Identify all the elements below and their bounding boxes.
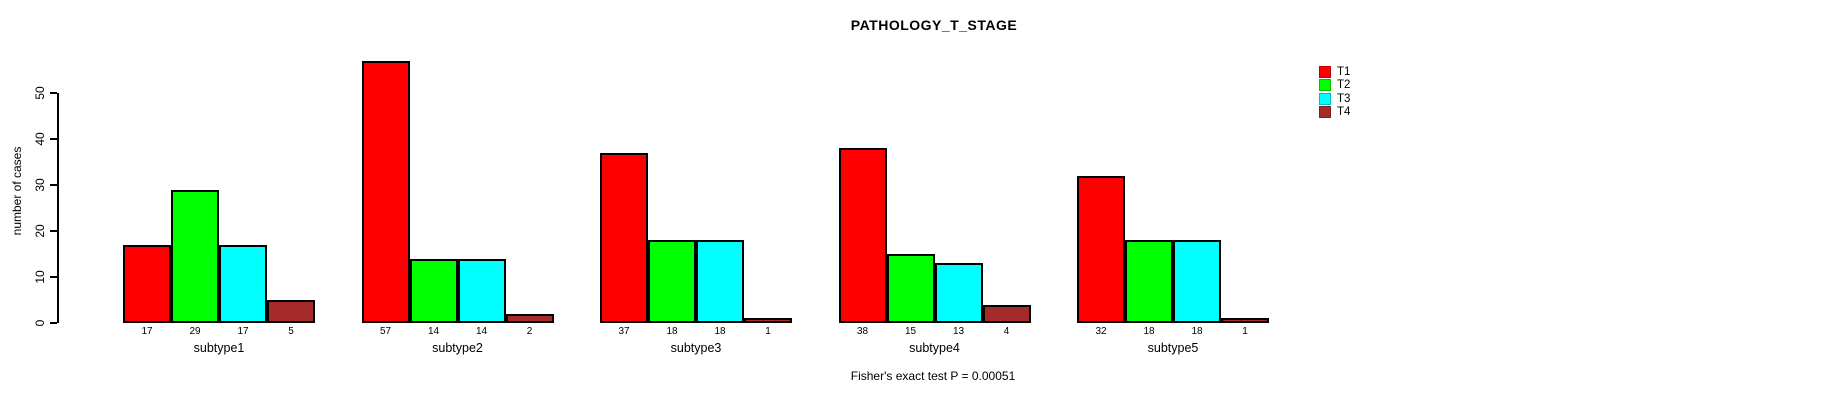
bar-subtype3-T3 bbox=[696, 240, 744, 323]
bar-value-label: 57 bbox=[379, 326, 392, 337]
bar-subtype5-T3 bbox=[1173, 240, 1221, 323]
bar-value-label: 14 bbox=[427, 326, 440, 337]
chart-title: PATHOLOGY_T_STAGE bbox=[850, 17, 1018, 33]
legend-label-T3: T3 bbox=[1337, 92, 1351, 105]
y-tick-mark bbox=[50, 92, 57, 94]
category-label-subtype1: subtype1 bbox=[193, 341, 245, 355]
category-label-subtype2: subtype2 bbox=[432, 341, 483, 355]
y-tick-mark bbox=[50, 230, 57, 232]
bar-value-label: 14 bbox=[475, 326, 488, 337]
bar-subtype2-T1 bbox=[361, 61, 410, 323]
bar-subtype1-T4 bbox=[267, 300, 315, 323]
bar-value-label: 1 bbox=[1242, 326, 1248, 337]
bar-subtype1-T2 bbox=[171, 190, 219, 323]
y-tick-mark bbox=[50, 322, 57, 324]
bar-subtype1-T3 bbox=[219, 245, 267, 323]
bar-subtype3-T2 bbox=[648, 240, 696, 323]
category-label-subtype4: subtype4 bbox=[909, 341, 960, 355]
bar-value-label: 37 bbox=[618, 326, 630, 337]
bar-value-label: 17 bbox=[141, 326, 153, 337]
bar-value-label: 4 bbox=[1003, 326, 1010, 337]
bar-value-label: 2 bbox=[526, 326, 533, 337]
bar-subtype1-T1 bbox=[123, 245, 171, 323]
bar-value-label: 15 bbox=[904, 326, 917, 337]
y-tick-label: 0 bbox=[33, 319, 47, 327]
y-tick-mark bbox=[50, 138, 57, 140]
statistical-test-note: Fisher's exact test P = 0.00051 bbox=[850, 369, 1016, 383]
bar-value-label: 18 bbox=[666, 326, 678, 337]
bar-subtype3-T4 bbox=[744, 318, 792, 323]
bar-subtype4-T2 bbox=[886, 254, 935, 323]
bar-value-label: 17 bbox=[237, 326, 249, 337]
y-tick-label: 50 bbox=[33, 86, 47, 100]
bar-value-label: 29 bbox=[189, 326, 201, 337]
legend-label-T4: T4 bbox=[1337, 105, 1351, 118]
category-label-subtype5: subtype5 bbox=[1147, 341, 1199, 355]
legend-swatch-T3 bbox=[1319, 92, 1331, 105]
y-tick-label: 20 bbox=[33, 224, 47, 238]
bar-value-label: 1 bbox=[765, 326, 771, 337]
bar-subtype4-T3 bbox=[934, 263, 983, 323]
bar-value-label: 18 bbox=[714, 326, 726, 337]
bar-subtype2-T4 bbox=[505, 314, 554, 323]
bar-subtype3-T1 bbox=[600, 153, 648, 323]
category-label-subtype3: subtype3 bbox=[670, 341, 722, 355]
legend-label-T2: T2 bbox=[1337, 79, 1351, 92]
bar-subtype5-T2 bbox=[1125, 240, 1173, 323]
bar-subtype5-T1 bbox=[1077, 176, 1125, 323]
y-tick-mark bbox=[50, 184, 57, 186]
bar-value-label: 18 bbox=[1191, 326, 1203, 337]
bar-value-label: 38 bbox=[856, 326, 869, 337]
legend-swatch-T2 bbox=[1319, 79, 1331, 92]
bar-value-label: 13 bbox=[952, 326, 965, 337]
bar-subtype2-T3 bbox=[457, 259, 506, 323]
bar-value-label: 32 bbox=[1095, 326, 1107, 337]
bar-subtype4-T1 bbox=[838, 148, 887, 323]
bar-value-label: 5 bbox=[288, 326, 294, 337]
y-tick-mark bbox=[50, 276, 57, 278]
legend-swatch-T1 bbox=[1319, 66, 1331, 78]
y-axis-title: number of cases bbox=[10, 146, 24, 236]
y-tick-label: 10 bbox=[33, 270, 47, 284]
y-tick-label: 30 bbox=[33, 178, 47, 192]
y-axis-line bbox=[57, 93, 59, 323]
bar-subtype4-T4 bbox=[982, 305, 1031, 323]
legend-swatch-T4 bbox=[1319, 105, 1331, 118]
bar-value-label: 18 bbox=[1143, 326, 1155, 337]
y-tick-label: 40 bbox=[33, 132, 47, 146]
bar-subtype5-T4 bbox=[1221, 318, 1269, 323]
bar-subtype2-T2 bbox=[409, 259, 458, 323]
legend-label-T1: T1 bbox=[1337, 66, 1351, 78]
